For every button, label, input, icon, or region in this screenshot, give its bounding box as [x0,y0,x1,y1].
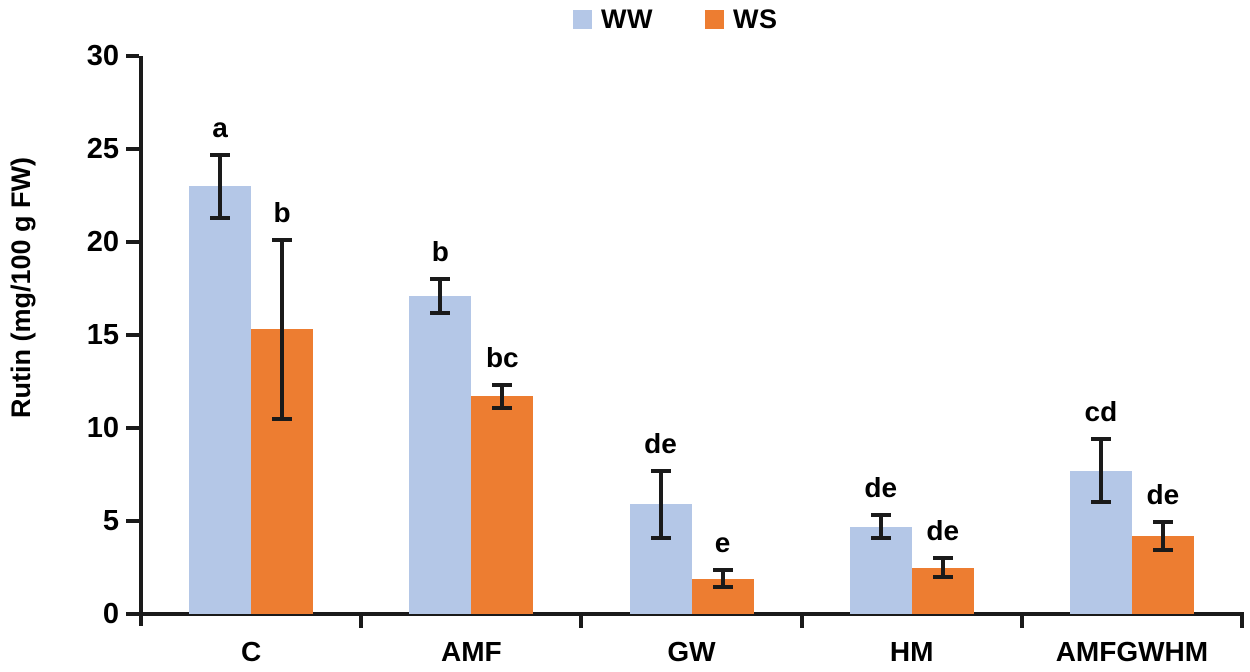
legend-label-ws: WS [732,4,778,34]
y-tick-label: 30 [86,40,119,72]
y-tick [126,333,139,337]
x-tick [1019,616,1024,628]
x-category-label: HM [889,636,934,667]
legend-label-ww: WW [601,4,653,34]
error-bar-line [940,558,945,577]
y-tick [126,147,139,151]
x-tick [799,616,804,628]
error-bar-line [438,279,443,313]
significance-letter: a [212,111,228,143]
significance-letter: de [926,515,960,547]
error-bar-cap-top [1152,519,1173,524]
error-bar-cap-bottom [1152,547,1173,552]
legend-swatch-ws-icon [704,10,724,29]
legend-item-ww: WW [573,4,653,35]
error-bar-line [1098,439,1103,503]
y-tick [126,240,139,244]
y-tick-label: 20 [86,226,119,258]
bar-ws-AMF [471,396,534,614]
y-tick [126,54,139,58]
y-tick-label: 15 [86,319,119,351]
error-bar-cap-top [870,513,891,518]
bar-ww-AMF [409,295,472,614]
significance-letter: e [714,527,731,559]
error-bar-cap-bottom [272,416,293,421]
error-bar-cap-top [430,277,451,282]
x-tick [359,616,364,628]
x-category-label: C [240,636,262,667]
error-bar-cap-top [272,238,293,243]
error-bar-cap-top [650,468,671,473]
y-tick [126,612,139,616]
y-tick-label: 5 [102,505,119,537]
legend-swatch-ww-icon [573,10,592,29]
error-bar-line [720,570,725,588]
y-tick-label: 25 [86,133,119,165]
error-bar-cap-top [492,383,513,388]
error-bar-line [280,240,285,419]
error-bar-cap-top [712,568,733,573]
y-tick-label: 10 [86,412,119,444]
x-category-label: AMF [440,636,502,667]
error-bar-cap-bottom [932,574,953,579]
x-category-label: GW [667,636,716,667]
y-tick-label: 0 [102,598,119,630]
x-tick [579,616,584,628]
error-bar-cap-bottom [650,535,671,540]
x-tick [1240,616,1244,628]
error-bar-cap-bottom [870,535,891,540]
error-bar-cap-top [210,152,231,157]
bar-ww-C [189,186,252,614]
significance-letter: de [1146,478,1180,510]
x-axis-line [139,612,1244,616]
error-bar-cap-bottom [210,215,231,220]
x-category-label: AMFGWHM [1055,636,1209,667]
significance-letter: de [644,427,677,459]
error-bar-line [500,385,505,408]
significance-letter: b [273,197,291,229]
bar-ww-HM [849,526,912,614]
error-bar-line [878,515,883,538]
error-bar-line [658,470,663,538]
significance-letter: de [864,472,898,504]
chart-legend: WW WS [573,4,777,35]
error-bar-cap-bottom [712,585,733,590]
error-bar-cap-bottom [1090,500,1111,505]
legend-item-ws: WS [704,4,778,35]
y-axis-title: Rutin (mg/100 g FW) [6,157,36,419]
significance-letter: cd [1084,396,1118,428]
error-bar-line [1160,521,1165,550]
error-bar-cap-top [932,556,953,561]
error-bar-cap-bottom [430,310,451,315]
error-bar-line [218,154,223,218]
y-tick [126,426,139,430]
significance-letter: b [431,236,449,268]
y-axis-line [139,56,143,626]
y-tick [126,519,139,523]
significance-letter: bc [485,342,519,374]
error-bar-cap-bottom [492,405,513,410]
error-bar-cap-top [1090,437,1111,442]
